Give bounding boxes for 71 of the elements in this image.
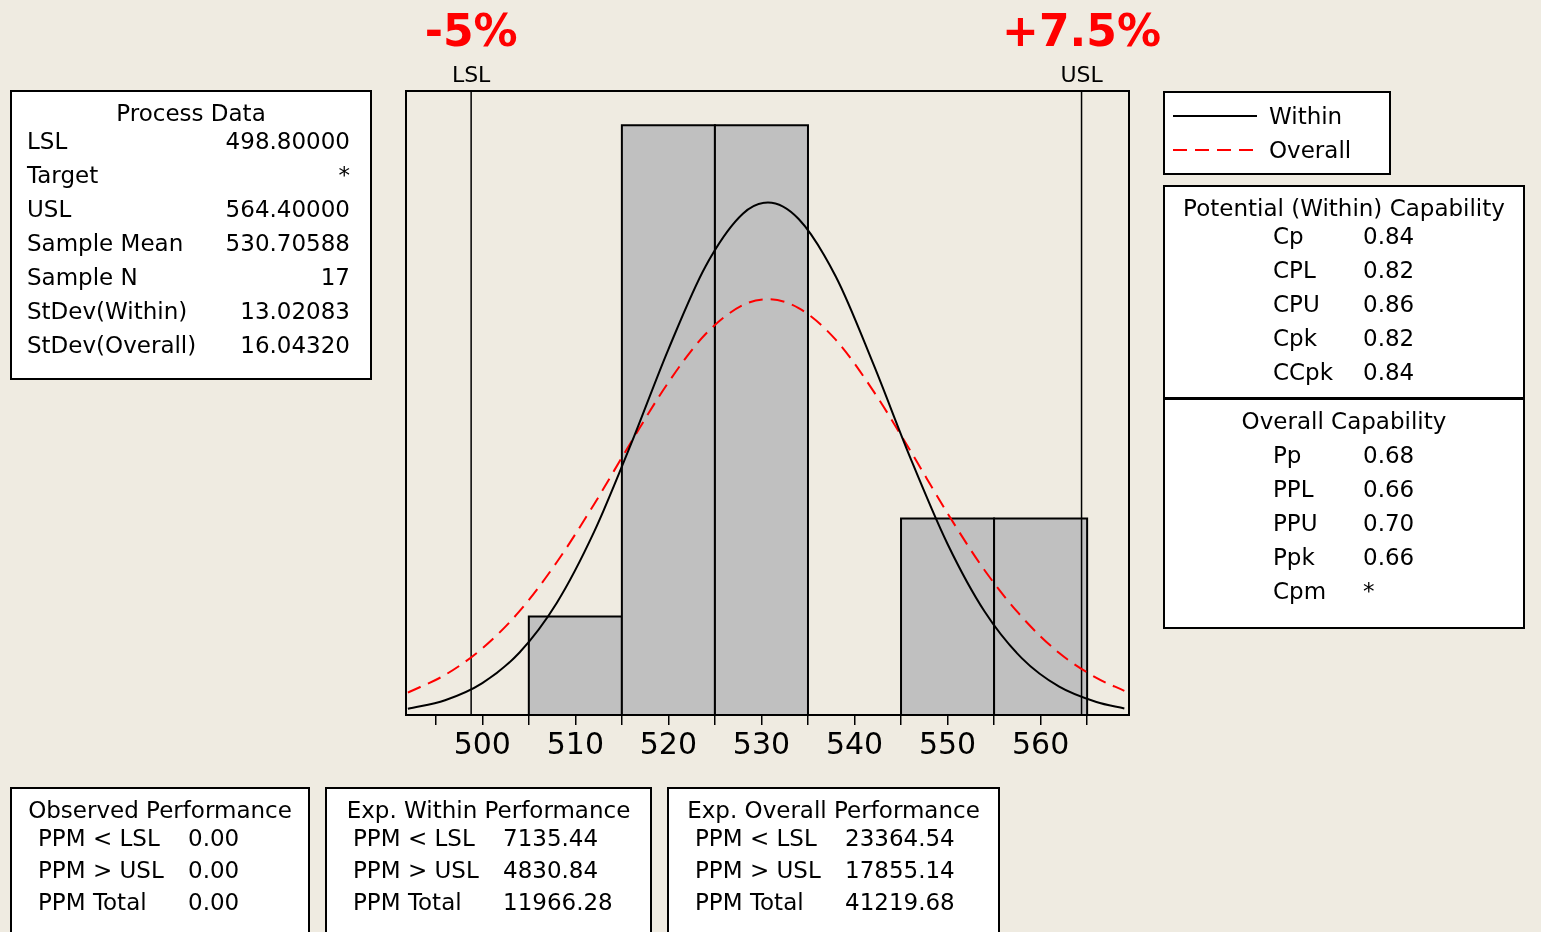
text: Ppk <box>1273 544 1316 570</box>
text: 0.00 <box>188 889 241 915</box>
text: PPM Total <box>695 889 805 915</box>
x-tick-label: 530 <box>732 725 791 761</box>
text: 0.66 <box>1363 544 1416 570</box>
text: PPM Total <box>353 889 463 915</box>
text: CPU <box>1273 291 1321 317</box>
text: CPL <box>1273 257 1317 283</box>
x-tick-label: 510 <box>546 725 604 761</box>
text: Exp. Within Performance <box>345 797 632 823</box>
text: 0.86 <box>1363 291 1416 317</box>
text: PPM > USL <box>353 857 480 883</box>
text: Overall Capability <box>1240 408 1448 434</box>
legend-label: Overall <box>1269 137 1352 163</box>
text: Sample Mean <box>27 230 185 256</box>
text: PPM > USL <box>38 857 165 883</box>
x-tick-label: 520 <box>639 725 698 761</box>
text: StDev(Overall) <box>27 332 198 358</box>
text: PPU <box>1273 510 1319 536</box>
text: PPL <box>1273 476 1315 502</box>
text: Target <box>27 162 100 188</box>
text: PPM < LSL <box>695 825 818 851</box>
text: 0.82 <box>1363 257 1416 283</box>
text: Pp <box>1273 442 1303 468</box>
text: 530.70588 <box>225 230 350 256</box>
text: LSL <box>27 128 69 154</box>
text: 0.70 <box>1363 510 1416 536</box>
text: Sample N <box>27 264 139 290</box>
x-tick-label: 560 <box>1011 725 1070 761</box>
text: 17855.14 <box>845 857 956 883</box>
text: 23364.54 <box>845 825 956 851</box>
text: -5% <box>424 5 518 57</box>
text: 0.84 <box>1363 359 1416 385</box>
text: PPM > USL <box>695 857 822 883</box>
text: 0.84 <box>1363 223 1416 249</box>
x-tick-label: 540 <box>825 725 884 761</box>
text: +7.5% <box>1002 5 1161 57</box>
x-tick-label: 500 <box>453 725 511 761</box>
text: 13.02083 <box>239 298 350 324</box>
text: 4830.84 <box>503 857 600 883</box>
text: 11966.28 <box>503 889 614 915</box>
ref-line-label: USL <box>1060 61 1104 87</box>
text: 0.82 <box>1363 325 1416 351</box>
text: CCpk <box>1273 359 1335 385</box>
x-tick-label: 550 <box>918 725 977 761</box>
text: 0.00 <box>188 857 241 883</box>
text: Cpk <box>1273 325 1318 351</box>
text: StDev(Within) <box>27 298 189 324</box>
text: 498.80000 <box>225 128 350 154</box>
text: Observed Performance <box>27 797 293 823</box>
text: PPM < LSL <box>38 825 161 851</box>
text: Exp. Overall Performance <box>686 797 981 823</box>
text: 0.68 <box>1363 442 1416 468</box>
text: 0.00 <box>188 825 241 851</box>
text: PPM < LSL <box>353 825 476 851</box>
text: PPM Total <box>38 889 148 915</box>
text: Cpm <box>1273 578 1328 604</box>
text: * <box>337 162 350 188</box>
text: 0.66 <box>1363 476 1416 502</box>
text: 16.04320 <box>239 332 350 358</box>
text: 7135.44 <box>503 825 600 851</box>
ref-line-label: LSL <box>451 61 492 87</box>
text: Cp <box>1273 223 1305 249</box>
text: 564.40000 <box>225 196 350 222</box>
text: Potential (Within) Capability <box>1182 195 1506 221</box>
text: * <box>1363 578 1376 604</box>
text: USL <box>27 196 73 222</box>
text: 41219.68 <box>845 889 956 915</box>
text: 17 <box>319 264 350 290</box>
text: Process Data <box>115 100 267 126</box>
legend-label: Within <box>1269 103 1343 129</box>
